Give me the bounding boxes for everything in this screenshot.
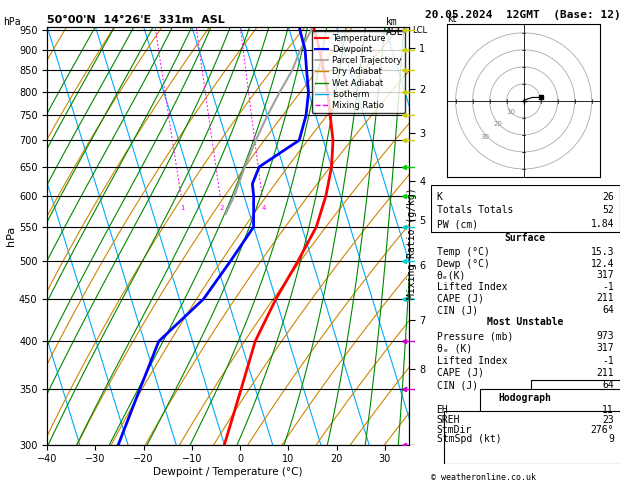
Legend: Temperature, Dewpoint, Parcel Trajectory, Dry Adiabat, Wet Adiabat, Isotherm, Mi: Temperature, Dewpoint, Parcel Trajectory… [312,31,404,113]
Text: 20.05.2024  12GMT  (Base: 12): 20.05.2024 12GMT (Base: 12) [425,10,620,20]
Text: 23: 23 [602,415,614,425]
Bar [480,389,629,464]
Text: K: K [437,192,442,202]
Text: SREH: SREH [437,415,460,425]
Text: 11: 11 [602,405,614,415]
Text: PW (cm): PW (cm) [437,219,477,229]
Bar [431,185,620,232]
Y-axis label: hPa: hPa [6,226,16,246]
Text: 211: 211 [596,368,614,378]
Text: Dewp (°C): Dewp (°C) [437,259,489,269]
Text: 10: 10 [506,108,515,115]
Text: Most Unstable: Most Unstable [487,317,564,327]
Text: kt: kt [447,14,457,24]
Text: 64: 64 [602,380,614,390]
Text: 276°: 276° [591,425,614,434]
Bar [531,380,629,464]
Text: 30: 30 [481,134,490,140]
Text: Hodograph: Hodograph [499,394,552,403]
Text: 317: 317 [596,344,614,353]
Text: 2: 2 [220,205,224,211]
Text: 26: 26 [602,192,614,202]
Text: ASL: ASL [386,27,403,37]
Text: θₑ(K): θₑ(K) [437,270,466,280]
Text: -1: -1 [602,356,614,365]
Text: StmSpd (kt): StmSpd (kt) [437,434,501,444]
Text: 1: 1 [181,205,185,211]
Text: -1: -1 [602,282,614,292]
Text: 12.4: 12.4 [591,259,614,269]
Text: Mixing Ratio (g/kg): Mixing Ratio (g/kg) [407,187,417,299]
Text: Lifted Index: Lifted Index [437,356,507,365]
Text: 50°00'N  14°26'E  331m  ASL: 50°00'N 14°26'E 331m ASL [47,15,225,25]
Text: 9: 9 [608,434,614,444]
Text: 52: 52 [602,206,614,215]
Text: 20: 20 [494,122,503,127]
Text: 211: 211 [596,294,614,303]
Text: hPa: hPa [3,17,21,27]
Text: Surface: Surface [504,233,546,243]
Text: StmDir: StmDir [437,425,472,434]
Text: Totals Totals: Totals Totals [437,206,513,215]
Text: Temp (°C): Temp (°C) [437,247,489,257]
Text: 317: 317 [596,270,614,280]
Text: EH: EH [437,405,448,415]
Text: © weatheronline.co.uk: © weatheronline.co.uk [431,473,536,482]
Text: CIN (J): CIN (J) [437,305,477,315]
X-axis label: Dewpoint / Temperature (°C): Dewpoint / Temperature (°C) [153,467,303,477]
Text: CAPE (J): CAPE (J) [437,368,484,378]
Bar [444,411,629,464]
Text: CIN (J): CIN (J) [437,380,477,390]
Text: Lifted Index: Lifted Index [437,282,507,292]
Text: 1.84: 1.84 [591,219,614,229]
Text: Pressure (mb): Pressure (mb) [437,331,513,341]
Text: 4: 4 [262,205,266,211]
Text: km: km [386,17,398,27]
Text: CAPE (J): CAPE (J) [437,294,484,303]
Text: 973: 973 [596,331,614,341]
Text: 64: 64 [602,305,614,315]
Text: LCL: LCL [411,26,426,35]
Text: 15.3: 15.3 [591,247,614,257]
Text: θₑ (K): θₑ (K) [437,344,472,353]
